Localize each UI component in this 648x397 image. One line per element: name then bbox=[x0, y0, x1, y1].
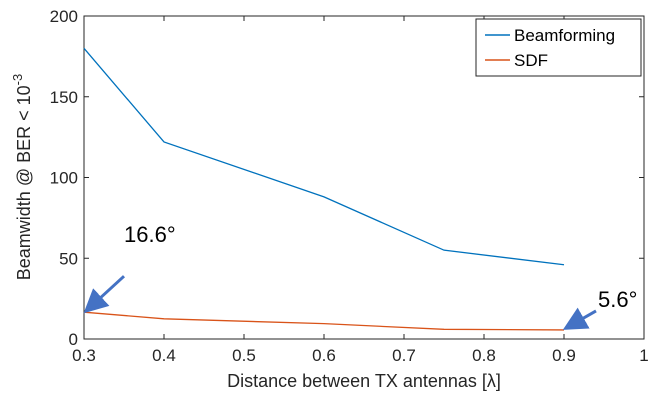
legend-box bbox=[475, 18, 642, 77]
series-line-sdf bbox=[83, 311, 565, 331]
x-tick-label: 0.4 bbox=[152, 346, 176, 365]
y-tick-label: 150 bbox=[50, 88, 78, 107]
x-tick-label: 1 bbox=[639, 346, 648, 365]
annotation-arrow bbox=[562, 307, 597, 330]
y-tick-label: 0 bbox=[69, 330, 78, 349]
annotation-label: 16.6° bbox=[124, 222, 176, 247]
x-axis-label: Distance between TX antennas [λ] bbox=[227, 371, 501, 391]
x-ticks: 0.3 0.4 0.5 0.6 0.7 0.8 0.9 1 bbox=[72, 16, 648, 365]
x-tick-label: 0.9 bbox=[552, 346, 576, 365]
legend: Beamforming SDF bbox=[475, 18, 642, 77]
legend-label-beamforming: Beamforming bbox=[514, 26, 615, 45]
x-tick-label: 0.8 bbox=[472, 346, 496, 365]
y-tick-label: 100 bbox=[50, 169, 78, 188]
y-ticks: 0 50 100 150 200 bbox=[50, 7, 644, 349]
x-tick-label: 0.7 bbox=[392, 346, 416, 365]
y-axis-label: Beamwidth @ BER < 10-3 bbox=[10, 74, 34, 280]
y-axis-label-exponent: -3 bbox=[10, 74, 25, 86]
annotation-arrow bbox=[83, 275, 126, 314]
annotations: 16.6° 5.6° bbox=[83, 222, 637, 330]
y-axis-label-main: Beamwidth @ BER < 10 bbox=[14, 85, 34, 280]
x-tick-label: 0.3 bbox=[72, 346, 96, 365]
x-tick-label: 0.5 bbox=[232, 346, 256, 365]
annotation-label: 5.6° bbox=[598, 287, 637, 312]
legend-label-sdf: SDF bbox=[514, 51, 548, 70]
x-tick-label: 0.6 bbox=[312, 346, 336, 365]
series-lines bbox=[83, 47, 565, 331]
y-tick-label: 200 bbox=[50, 7, 78, 26]
y-tick-label: 50 bbox=[59, 249, 78, 268]
series-line-beamforming bbox=[83, 47, 565, 266]
